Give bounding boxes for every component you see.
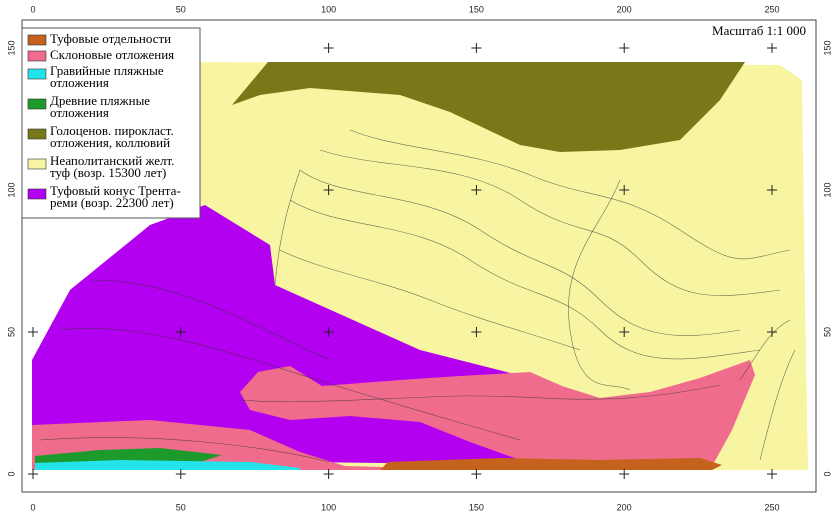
legend-label: отложения: [50, 75, 109, 90]
grid-cross: [323, 327, 334, 337]
grid-cross: [471, 43, 482, 53]
legend-label: туф (возр. 15300 лет): [50, 165, 166, 180]
x-tick-label-bottom: 250: [764, 502, 779, 512]
y-tick-label-right: 150: [822, 40, 832, 55]
legend-label: Склоновые отложения: [50, 47, 174, 62]
x-tick-label-top: 150: [469, 4, 484, 14]
grid-cross: [767, 185, 777, 195]
grid-cross: [28, 469, 38, 479]
y-tick-label-left: 150: [6, 40, 16, 55]
grid-cross: [619, 43, 630, 53]
grid-cross: [767, 327, 777, 337]
grid-cross: [471, 185, 482, 195]
legend-swatch: [27, 50, 47, 62]
legend-label: Неаполитанский желт.: [50, 153, 174, 168]
grid-cross: [619, 185, 630, 195]
legend-box: [21, 27, 201, 219]
legend-swatch: [27, 158, 47, 170]
legend-label: Туфовый конус Трента-: [50, 183, 181, 198]
x-tick-label-bottom: 0: [30, 502, 35, 512]
legend-label: отложения: [50, 105, 109, 120]
legend-label: Голоценов. пирокласт.: [50, 123, 174, 138]
x-tick-label-top: 200: [617, 4, 632, 14]
legend-swatch: [27, 68, 47, 80]
legend-label: Туфовые отдельности: [50, 31, 171, 46]
legend-swatch: [27, 188, 47, 200]
tuff-blocks: [380, 458, 722, 470]
grid-cross: [175, 327, 186, 337]
grid-cross: [323, 185, 334, 195]
x-tick-label-top: 50: [176, 4, 186, 14]
legend-label: отложения, коллювий: [50, 135, 170, 150]
grid-cross: [471, 469, 482, 479]
y-tick-label-right: 0: [822, 471, 832, 476]
coordinate-ticks: 0 0 50 50 100 100 150 150 200 200 250 250 0 0 50 50 100 1…: [6, 4, 832, 512]
x-tick-label-top: 100: [321, 4, 336, 14]
scale-label: Масштаб 1:1 000: [712, 23, 806, 38]
x-tick-label-bottom: 50: [176, 502, 186, 512]
grid-cross: [767, 43, 777, 53]
grid-cross: [175, 469, 186, 479]
x-tick-label-bottom: 150: [469, 502, 484, 512]
grid-cross: [619, 327, 630, 337]
holocene-pyroclastic: [232, 62, 745, 152]
legend-label: реми (возр. 22300 лет): [50, 195, 174, 210]
x-tick-label-top: 250: [764, 4, 779, 14]
geologic-units: [32, 62, 808, 470]
grid-cross: [28, 327, 38, 337]
grid-cross: [471, 327, 482, 337]
legend-label: Гравийные пляжные: [50, 63, 164, 78]
grid-cross: [619, 469, 630, 479]
x-tick-label-top: 0: [30, 4, 35, 14]
legend-swatch: [27, 98, 47, 110]
legend-swatch: [27, 34, 47, 46]
grid-cross: [323, 43, 334, 53]
y-tick-label-right: 100: [822, 182, 832, 197]
x-tick-label-bottom: 100: [321, 502, 336, 512]
legend-label: Древние пляжные: [50, 93, 150, 108]
grid-cross: [323, 469, 334, 479]
gravel-beach: [35, 460, 300, 470]
y-tick-label-right: 50: [822, 327, 832, 337]
contours: [39, 129, 796, 463]
x-tick-label-bottom: 200: [617, 502, 632, 512]
y-tick-label-left: 50: [6, 327, 16, 337]
grid-cross: [767, 469, 777, 479]
y-tick-label-left: 100: [6, 182, 16, 197]
slope-deposits-upper: [240, 360, 755, 470]
legend-swatch: [27, 128, 47, 140]
y-tick-label-left: 0: [6, 471, 16, 476]
